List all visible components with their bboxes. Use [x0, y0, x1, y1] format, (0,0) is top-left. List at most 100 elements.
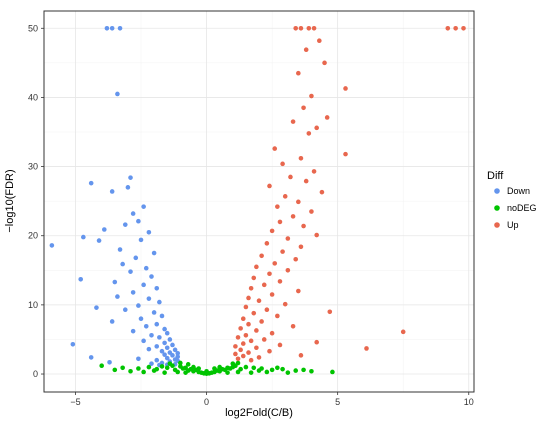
nodeg-point: [256, 368, 262, 373]
down-point: [154, 285, 160, 291]
down-point: [170, 342, 175, 348]
up-point: [256, 355, 262, 360]
down-point: [172, 347, 178, 353]
x-axis-title: log2Fold(C/B): [225, 407, 293, 419]
up-point: [267, 271, 272, 277]
up-point: [303, 47, 309, 53]
up-point: [238, 347, 243, 353]
panel-background: [44, 11, 474, 392]
down-point: [162, 326, 167, 332]
down-point: [151, 310, 157, 315]
down-point: [120, 261, 125, 267]
up-point: [264, 241, 270, 246]
up-point: [400, 329, 406, 335]
up-point: [311, 169, 317, 174]
down-point: [141, 338, 146, 344]
up-point: [238, 326, 243, 331]
up-point: [282, 194, 288, 199]
y-tick-label: 20: [28, 231, 38, 241]
down-point: [115, 294, 120, 299]
x-tick-label: 0: [204, 397, 209, 407]
down-point: [128, 269, 133, 274]
down-point: [117, 25, 123, 31]
up-point: [251, 275, 257, 281]
up-point: [240, 316, 246, 322]
up-point: [306, 25, 312, 31]
x-tick-label: −5: [70, 397, 80, 407]
up-point: [256, 298, 262, 304]
down-point: [94, 305, 99, 310]
down-point: [151, 250, 157, 256]
up-point: [251, 310, 257, 316]
up-point: [277, 342, 283, 348]
up-point: [254, 345, 259, 351]
up-point: [275, 313, 280, 319]
up-point: [461, 25, 466, 31]
up-point: [301, 223, 306, 229]
up-point: [290, 214, 296, 219]
down-point: [164, 355, 170, 361]
nodeg-point: [264, 369, 270, 375]
nodeg-point: [248, 370, 254, 375]
x-axis-ticks: −5 0 5 10: [70, 392, 474, 407]
down-point: [122, 307, 128, 313]
up-point: [314, 232, 319, 238]
up-point: [293, 25, 299, 31]
up-point: [259, 319, 264, 324]
down-point: [149, 332, 154, 338]
nodeg-point: [175, 369, 181, 375]
nodeg-point: [269, 367, 275, 373]
nodeg-point: [251, 365, 257, 371]
nodeg-point: [136, 366, 141, 371]
nodeg-point: [330, 369, 335, 375]
up-point: [267, 183, 272, 189]
up-point: [269, 330, 275, 336]
up-point: [327, 309, 333, 315]
nodeg-point: [285, 370, 291, 375]
down-point: [109, 25, 115, 31]
down-point: [88, 180, 94, 186]
down-point: [157, 335, 162, 340]
nodeg-point: [178, 360, 183, 366]
legend: Down noDEG Up: [494, 186, 537, 230]
nodeg-point: [217, 364, 222, 370]
down-point: [122, 222, 128, 227]
legend-key-nodeg: [494, 205, 500, 211]
down-point: [133, 255, 139, 261]
nodeg-point: [164, 365, 170, 371]
up-point: [298, 25, 304, 31]
legend-label-nodeg: noDEG: [507, 203, 537, 213]
down-point: [175, 350, 181, 356]
down-point: [154, 321, 160, 327]
legend-key-down: [494, 188, 500, 194]
down-point: [130, 290, 136, 295]
y-tick-label: 50: [28, 23, 38, 33]
up-point: [272, 146, 278, 151]
up-point: [364, 346, 369, 351]
nodeg-point: [151, 368, 157, 373]
down-point: [136, 303, 141, 308]
up-point: [309, 93, 314, 99]
down-point: [164, 345, 170, 351]
up-point: [248, 285, 254, 291]
up-point: [343, 151, 348, 157]
nodeg-point: [185, 362, 191, 367]
up-point: [280, 249, 285, 254]
up-point: [264, 307, 270, 313]
down-point: [130, 328, 136, 334]
up-point: [277, 219, 283, 225]
legend-label-down: Down: [507, 186, 530, 196]
down-point: [146, 229, 152, 235]
down-point: [146, 346, 152, 352]
down-point: [104, 25, 110, 31]
up-point: [233, 344, 238, 349]
y-tick-label: 0: [33, 369, 38, 379]
down-point: [149, 274, 154, 279]
panel-border: [43, 10, 475, 393]
nodeg-point: [120, 365, 125, 371]
up-point: [298, 353, 304, 358]
up-point: [296, 70, 301, 76]
nodeg-point: [141, 369, 146, 375]
down-point: [128, 175, 133, 180]
down-point: [162, 352, 167, 357]
